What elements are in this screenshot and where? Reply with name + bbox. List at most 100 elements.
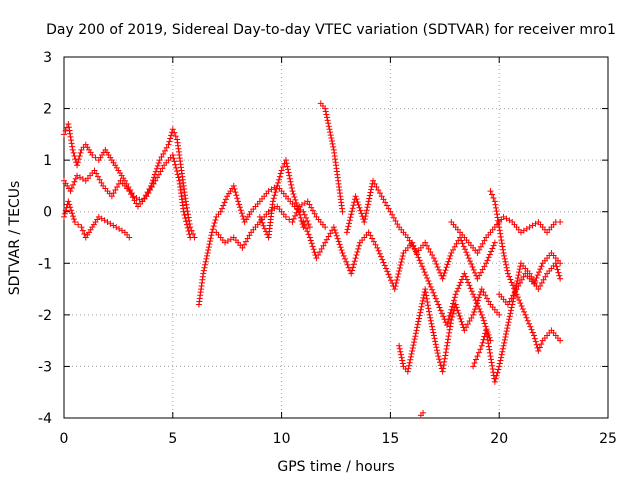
data-point: [501, 252, 508, 259]
data-point: [472, 306, 479, 313]
data-point: [516, 297, 523, 304]
data-point: [369, 235, 376, 242]
data-point: [422, 289, 429, 296]
data-point: [488, 191, 495, 198]
data-point: [440, 313, 447, 320]
data-point: [68, 140, 75, 147]
data-point: [557, 337, 564, 344]
y-tick-label: -3: [38, 359, 52, 375]
data-point: [355, 245, 362, 252]
data-point: [309, 207, 316, 214]
data-point: [282, 157, 289, 164]
data-point: [434, 347, 441, 354]
data-point: [418, 303, 425, 310]
data-point: [183, 201, 190, 208]
data-point: [244, 235, 251, 242]
data-point: [535, 347, 542, 354]
data-point: [385, 205, 392, 212]
data-point: [336, 241, 343, 248]
data-point: [202, 261, 209, 268]
data-point: [365, 229, 372, 236]
data-point: [442, 352, 449, 359]
data-point: [96, 176, 103, 183]
data-point: [365, 198, 372, 205]
data-point: [274, 182, 281, 189]
data-point: [372, 241, 379, 248]
data-point: [496, 363, 503, 370]
data-point: [472, 303, 479, 310]
data-point: [172, 161, 179, 168]
data-point: [504, 270, 511, 277]
data-point: [306, 201, 313, 208]
data-point: [503, 264, 510, 271]
data-point: [462, 246, 469, 253]
data-point: [437, 307, 444, 314]
data-point: [420, 266, 427, 273]
data-point: [485, 298, 492, 305]
data-point: [65, 124, 72, 131]
data-point: [504, 267, 511, 274]
data-point: [313, 255, 320, 262]
data-point: [205, 247, 212, 254]
data-point: [366, 192, 373, 199]
data-point: [325, 120, 332, 127]
data-point: [289, 219, 296, 226]
data-point: [516, 269, 523, 276]
data-point: [540, 276, 547, 283]
data-point: [415, 318, 422, 325]
data-point: [183, 218, 190, 225]
data-point: [315, 252, 322, 259]
data-point: [311, 210, 318, 217]
data-point: [474, 249, 481, 256]
data-point: [542, 273, 549, 280]
data-point: [514, 275, 521, 282]
data-point: [304, 217, 311, 224]
data-point: [479, 314, 486, 321]
data-point: [170, 155, 177, 162]
data-point: [481, 237, 488, 244]
data-point: [531, 280, 538, 287]
data-point: [479, 266, 486, 273]
x-tick-label: 0: [60, 431, 69, 447]
data-point: [242, 238, 249, 245]
data-point: [440, 365, 447, 372]
data-point: [339, 249, 346, 256]
data-point: [428, 320, 435, 327]
data-point: [325, 123, 332, 130]
data-point: [413, 327, 420, 334]
data-point: [369, 177, 376, 184]
data-point: [398, 258, 405, 265]
data-point: [115, 180, 122, 187]
data-point: [422, 286, 429, 293]
data-point: [535, 286, 542, 293]
data-point: [553, 263, 560, 270]
x-tick-labels: 0 5 10 15 20 25: [60, 431, 617, 447]
data-point: [485, 343, 492, 350]
data-point: [454, 307, 461, 314]
data-point: [462, 273, 469, 280]
data-point: [302, 225, 309, 232]
data-point: [368, 186, 375, 193]
data-point: [492, 201, 499, 208]
data-point: [434, 263, 441, 270]
data-point: [427, 314, 434, 321]
data-point: [439, 310, 446, 317]
data-point: [311, 249, 318, 256]
data-point: [236, 201, 243, 208]
data-point: [304, 228, 311, 235]
data-point: [349, 267, 356, 274]
data-point: [430, 289, 437, 296]
data-point: [470, 363, 477, 370]
data-point: [416, 257, 423, 264]
data-point: [157, 168, 164, 175]
data-point: [495, 217, 502, 224]
data-point: [506, 273, 513, 280]
data-point: [414, 324, 421, 331]
y-tick-label: -2: [38, 308, 52, 324]
data-point: [471, 308, 478, 315]
data-point: [128, 191, 135, 198]
data-point: [448, 306, 455, 313]
data-point: [443, 342, 450, 349]
data-point: [158, 154, 165, 161]
data-point: [258, 216, 265, 223]
